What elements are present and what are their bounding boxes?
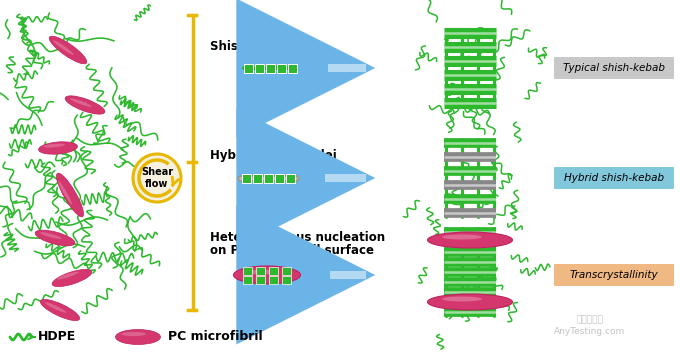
Bar [277, 64, 286, 72]
Bar [254, 64, 264, 72]
Bar [243, 275, 252, 284]
Bar [269, 275, 278, 284]
Text: on PC microfibril surface: on PC microfibril surface [210, 245, 374, 257]
Bar [256, 267, 265, 274]
Bar [256, 275, 265, 284]
Ellipse shape [53, 40, 73, 55]
Ellipse shape [233, 266, 301, 284]
FancyArrow shape [328, 64, 366, 72]
Text: HDPE: HDPE [38, 331, 76, 344]
FancyArrow shape [330, 271, 366, 279]
Bar [282, 275, 291, 284]
Ellipse shape [248, 269, 275, 274]
Ellipse shape [65, 96, 105, 114]
Text: Hybrid shish-kebab: Hybrid shish-kebab [564, 173, 664, 183]
Text: Heterogeneous nucleation: Heterogeneous nucleation [210, 230, 385, 244]
Circle shape [133, 154, 181, 202]
Text: Typical shish-kebab: Typical shish-kebab [563, 63, 665, 73]
FancyBboxPatch shape [554, 167, 674, 189]
Bar [282, 267, 291, 274]
Text: PC microfibril: PC microfibril [168, 331, 262, 344]
Ellipse shape [70, 98, 92, 107]
Bar [264, 174, 273, 182]
Ellipse shape [116, 329, 160, 344]
Text: Shear
flow: Shear flow [141, 167, 173, 189]
Bar [288, 64, 296, 72]
Ellipse shape [121, 332, 146, 336]
Ellipse shape [428, 294, 513, 310]
Bar [286, 174, 294, 182]
Ellipse shape [44, 144, 65, 148]
Bar [243, 267, 252, 274]
Ellipse shape [40, 299, 80, 321]
Ellipse shape [428, 232, 513, 248]
Ellipse shape [45, 302, 67, 313]
Ellipse shape [442, 296, 482, 301]
Text: AnyTesting.com: AnyTesting.com [554, 328, 626, 337]
Bar [241, 174, 250, 182]
Text: Shish nuclei: Shish nuclei [210, 39, 290, 53]
Bar [265, 64, 275, 72]
Ellipse shape [57, 272, 79, 279]
FancyArrow shape [325, 174, 366, 182]
Text: Transcrystallinity: Transcrystallinity [570, 270, 658, 280]
FancyBboxPatch shape [554, 57, 674, 79]
Ellipse shape [35, 230, 75, 246]
Ellipse shape [52, 269, 92, 286]
FancyBboxPatch shape [554, 264, 674, 286]
Ellipse shape [442, 235, 482, 240]
Bar [252, 174, 262, 182]
Bar [275, 174, 284, 182]
Ellipse shape [56, 173, 84, 217]
Ellipse shape [49, 36, 87, 64]
Text: Hybrid shish nuclei: Hybrid shish nuclei [210, 149, 337, 163]
Ellipse shape [39, 142, 78, 154]
Ellipse shape [58, 181, 72, 204]
Text: 嘉峨检测网: 嘉峨检测网 [577, 316, 603, 324]
Ellipse shape [40, 232, 62, 239]
Bar [243, 64, 252, 72]
Bar [269, 267, 278, 274]
